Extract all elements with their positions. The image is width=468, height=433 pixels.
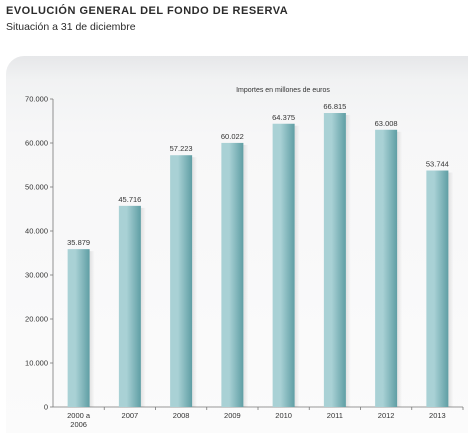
x-tick-label: 2013	[429, 411, 446, 420]
bar-shadow	[140, 207, 146, 407]
bar-shadow	[192, 157, 198, 407]
x-tick-label: 2011	[327, 411, 343, 420]
bar	[323, 113, 346, 407]
y-tick-label: 50.000	[25, 183, 48, 192]
bar-value-label: 64.375	[272, 113, 295, 122]
y-tick-label: 60.000	[25, 139, 48, 148]
bar	[272, 123, 295, 407]
x-tick-label: 2008	[173, 411, 190, 420]
y-tick-label: 70.000	[25, 95, 48, 104]
bar-value-label: 35.879	[67, 238, 90, 247]
bar	[118, 205, 141, 407]
bar-shadow	[243, 144, 249, 407]
bar-shadow	[345, 115, 351, 407]
x-tick-label: 2010	[275, 411, 292, 420]
y-tick-label: 20.000	[25, 315, 48, 324]
bar-shadow	[294, 125, 300, 407]
bar	[426, 170, 449, 407]
bar	[170, 155, 193, 407]
page-subtitle: Situación a 31 de diciembre	[6, 21, 136, 33]
y-tick-label: 40.000	[25, 227, 48, 236]
x-tick-label: 2012	[378, 411, 395, 420]
x-tick-label: 2000 a 2006	[67, 411, 91, 429]
x-tick-label: 2007	[122, 411, 139, 420]
bar-value-label: 60.022	[221, 132, 244, 141]
bar-value-label: 63.008	[375, 119, 398, 128]
bar-shadow	[397, 131, 403, 407]
bar-value-label: 53.744	[426, 160, 449, 169]
bar	[67, 249, 90, 407]
chart-caption: Importes en millones de euros	[236, 87, 330, 94]
x-tick-label: 2009	[224, 411, 241, 420]
y-tick-label: 30.000	[25, 271, 48, 280]
y-tick-label: 0	[44, 403, 48, 412]
y-tick-label: 10.000	[25, 359, 48, 368]
bar-value-label: 57.223	[170, 144, 193, 153]
bar-shadow	[448, 172, 454, 407]
bar	[221, 142, 244, 407]
bar	[375, 129, 398, 407]
bar-shadow	[89, 251, 95, 407]
bar-value-label: 66.815	[323, 102, 346, 111]
bar-value-label: 45.716	[118, 195, 141, 204]
page-title: EVOLUCIÓN GENERAL DEL FONDO DE RESERVA	[6, 5, 289, 17]
